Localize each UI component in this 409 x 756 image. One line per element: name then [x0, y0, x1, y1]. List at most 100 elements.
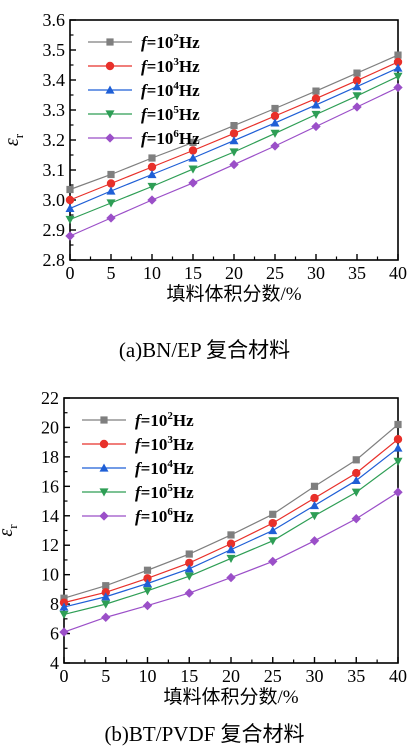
data-point [184, 564, 194, 573]
data-point [352, 92, 362, 101]
x-axis-label: 填料体积分数/% [163, 686, 298, 708]
series-5 [65, 82, 403, 241]
legend-label: f=104Hz [141, 80, 200, 100]
y-axis-label: εr [1, 133, 26, 146]
x-tick-label: 25 [266, 263, 284, 283]
data-point [65, 231, 75, 241]
y-tick-label: 3.5 [43, 40, 66, 60]
data-point [393, 487, 403, 497]
data-point [59, 610, 69, 619]
legend-marker [99, 511, 109, 521]
legend-marker [99, 463, 109, 472]
x-tick-label: 25 [264, 666, 282, 686]
data-point [393, 72, 403, 81]
y-tick-label: 3.1 [43, 160, 66, 180]
x-tick-label: 10 [139, 666, 157, 686]
legend: f=102Hz f=103Hz f=104Hz f=105Hz f=106Hz [82, 410, 194, 526]
data-point [188, 146, 198, 155]
x-tick-label: 35 [347, 666, 365, 686]
data-point [352, 456, 360, 464]
x-tick-label: 15 [180, 666, 198, 686]
data-point [351, 475, 361, 485]
data-point [106, 186, 116, 195]
legend-marker [99, 439, 109, 449]
x-tick-label: 30 [307, 263, 325, 283]
plot-frame [63, 397, 399, 664]
caption-a: (a)BN/EP 复合材料 [118, 338, 291, 362]
data-point [311, 100, 321, 109]
x-tick-label: 5 [101, 666, 110, 686]
y-tick-label: 14 [41, 506, 59, 526]
y-tick-label: 20 [41, 417, 59, 437]
x-tick-label: 35 [348, 263, 366, 283]
data-point [59, 627, 69, 637]
y-tick-label: 10 [41, 565, 59, 585]
legend-label: f=102Hz [141, 32, 200, 52]
y-tick-label: 22 [41, 388, 59, 408]
data-point [230, 122, 238, 130]
data-point [143, 579, 152, 588]
data-point [311, 94, 321, 103]
data-point [143, 587, 152, 596]
y-tick-label: 16 [41, 476, 59, 496]
data-point [310, 493, 319, 503]
data-point [147, 162, 157, 172]
data-point [311, 110, 321, 119]
data-point [226, 539, 236, 548]
chart-a: 2.8 2.9 3.0 3.1 3.2 3.3 3.4 3.5 3.6 0 5 10 15 20 25 30 3… [1, 10, 407, 305]
data-point [393, 443, 403, 452]
y-tick-label: 12 [41, 535, 59, 555]
data-point [268, 556, 278, 567]
data-point [393, 57, 403, 67]
data-point [226, 545, 236, 554]
data-point [312, 87, 320, 95]
legend-label: f=105Hz [141, 104, 200, 124]
data-point [188, 178, 198, 188]
y-tick-label: 6 [50, 624, 59, 644]
data-point [393, 63, 403, 72]
series-line [69, 75, 399, 221]
series-1 [60, 420, 402, 602]
data-point [229, 148, 239, 157]
data-point [65, 195, 75, 205]
x-tick-label: 0 [66, 263, 75, 283]
data-point [351, 488, 361, 497]
series-line [63, 424, 399, 599]
data-point [394, 420, 402, 429]
data-point [184, 588, 194, 598]
data-point [226, 554, 236, 563]
y-tick-label: 3.2 [43, 130, 66, 150]
data-point [226, 572, 236, 583]
data-point [352, 102, 362, 112]
data-point [352, 82, 362, 91]
data-point [101, 592, 111, 601]
legend-label: f=103Hz [141, 56, 200, 76]
x-tick-label: 40 [389, 666, 407, 686]
data-point [394, 51, 402, 59]
legend-marker [105, 110, 115, 119]
series-4 [59, 457, 403, 619]
legend-marker [105, 61, 115, 71]
x-tick-label: 20 [222, 666, 240, 686]
data-point [270, 111, 280, 121]
x-tick-label: 20 [225, 263, 243, 283]
y-tick-label: 8 [50, 594, 59, 614]
data-point [268, 537, 278, 546]
data-point [393, 82, 403, 93]
data-point [393, 457, 403, 466]
data-point [101, 600, 111, 609]
legend-label: f=106Hz [141, 128, 200, 148]
data-point [310, 482, 319, 490]
data-point [310, 512, 319, 521]
y-tick-label: 2.9 [43, 220, 66, 240]
legend: f=102Hz f=103Hz f=104Hz f=105Hz f=106Hz [88, 32, 200, 148]
data-point [268, 518, 277, 528]
data-point [311, 121, 321, 132]
data-point [147, 195, 157, 205]
y-axis-label: εr [0, 524, 20, 537]
data-point [268, 526, 278, 535]
data-point [147, 170, 157, 179]
data-point [60, 594, 68, 602]
data-point [143, 566, 152, 574]
data-point [270, 118, 280, 127]
